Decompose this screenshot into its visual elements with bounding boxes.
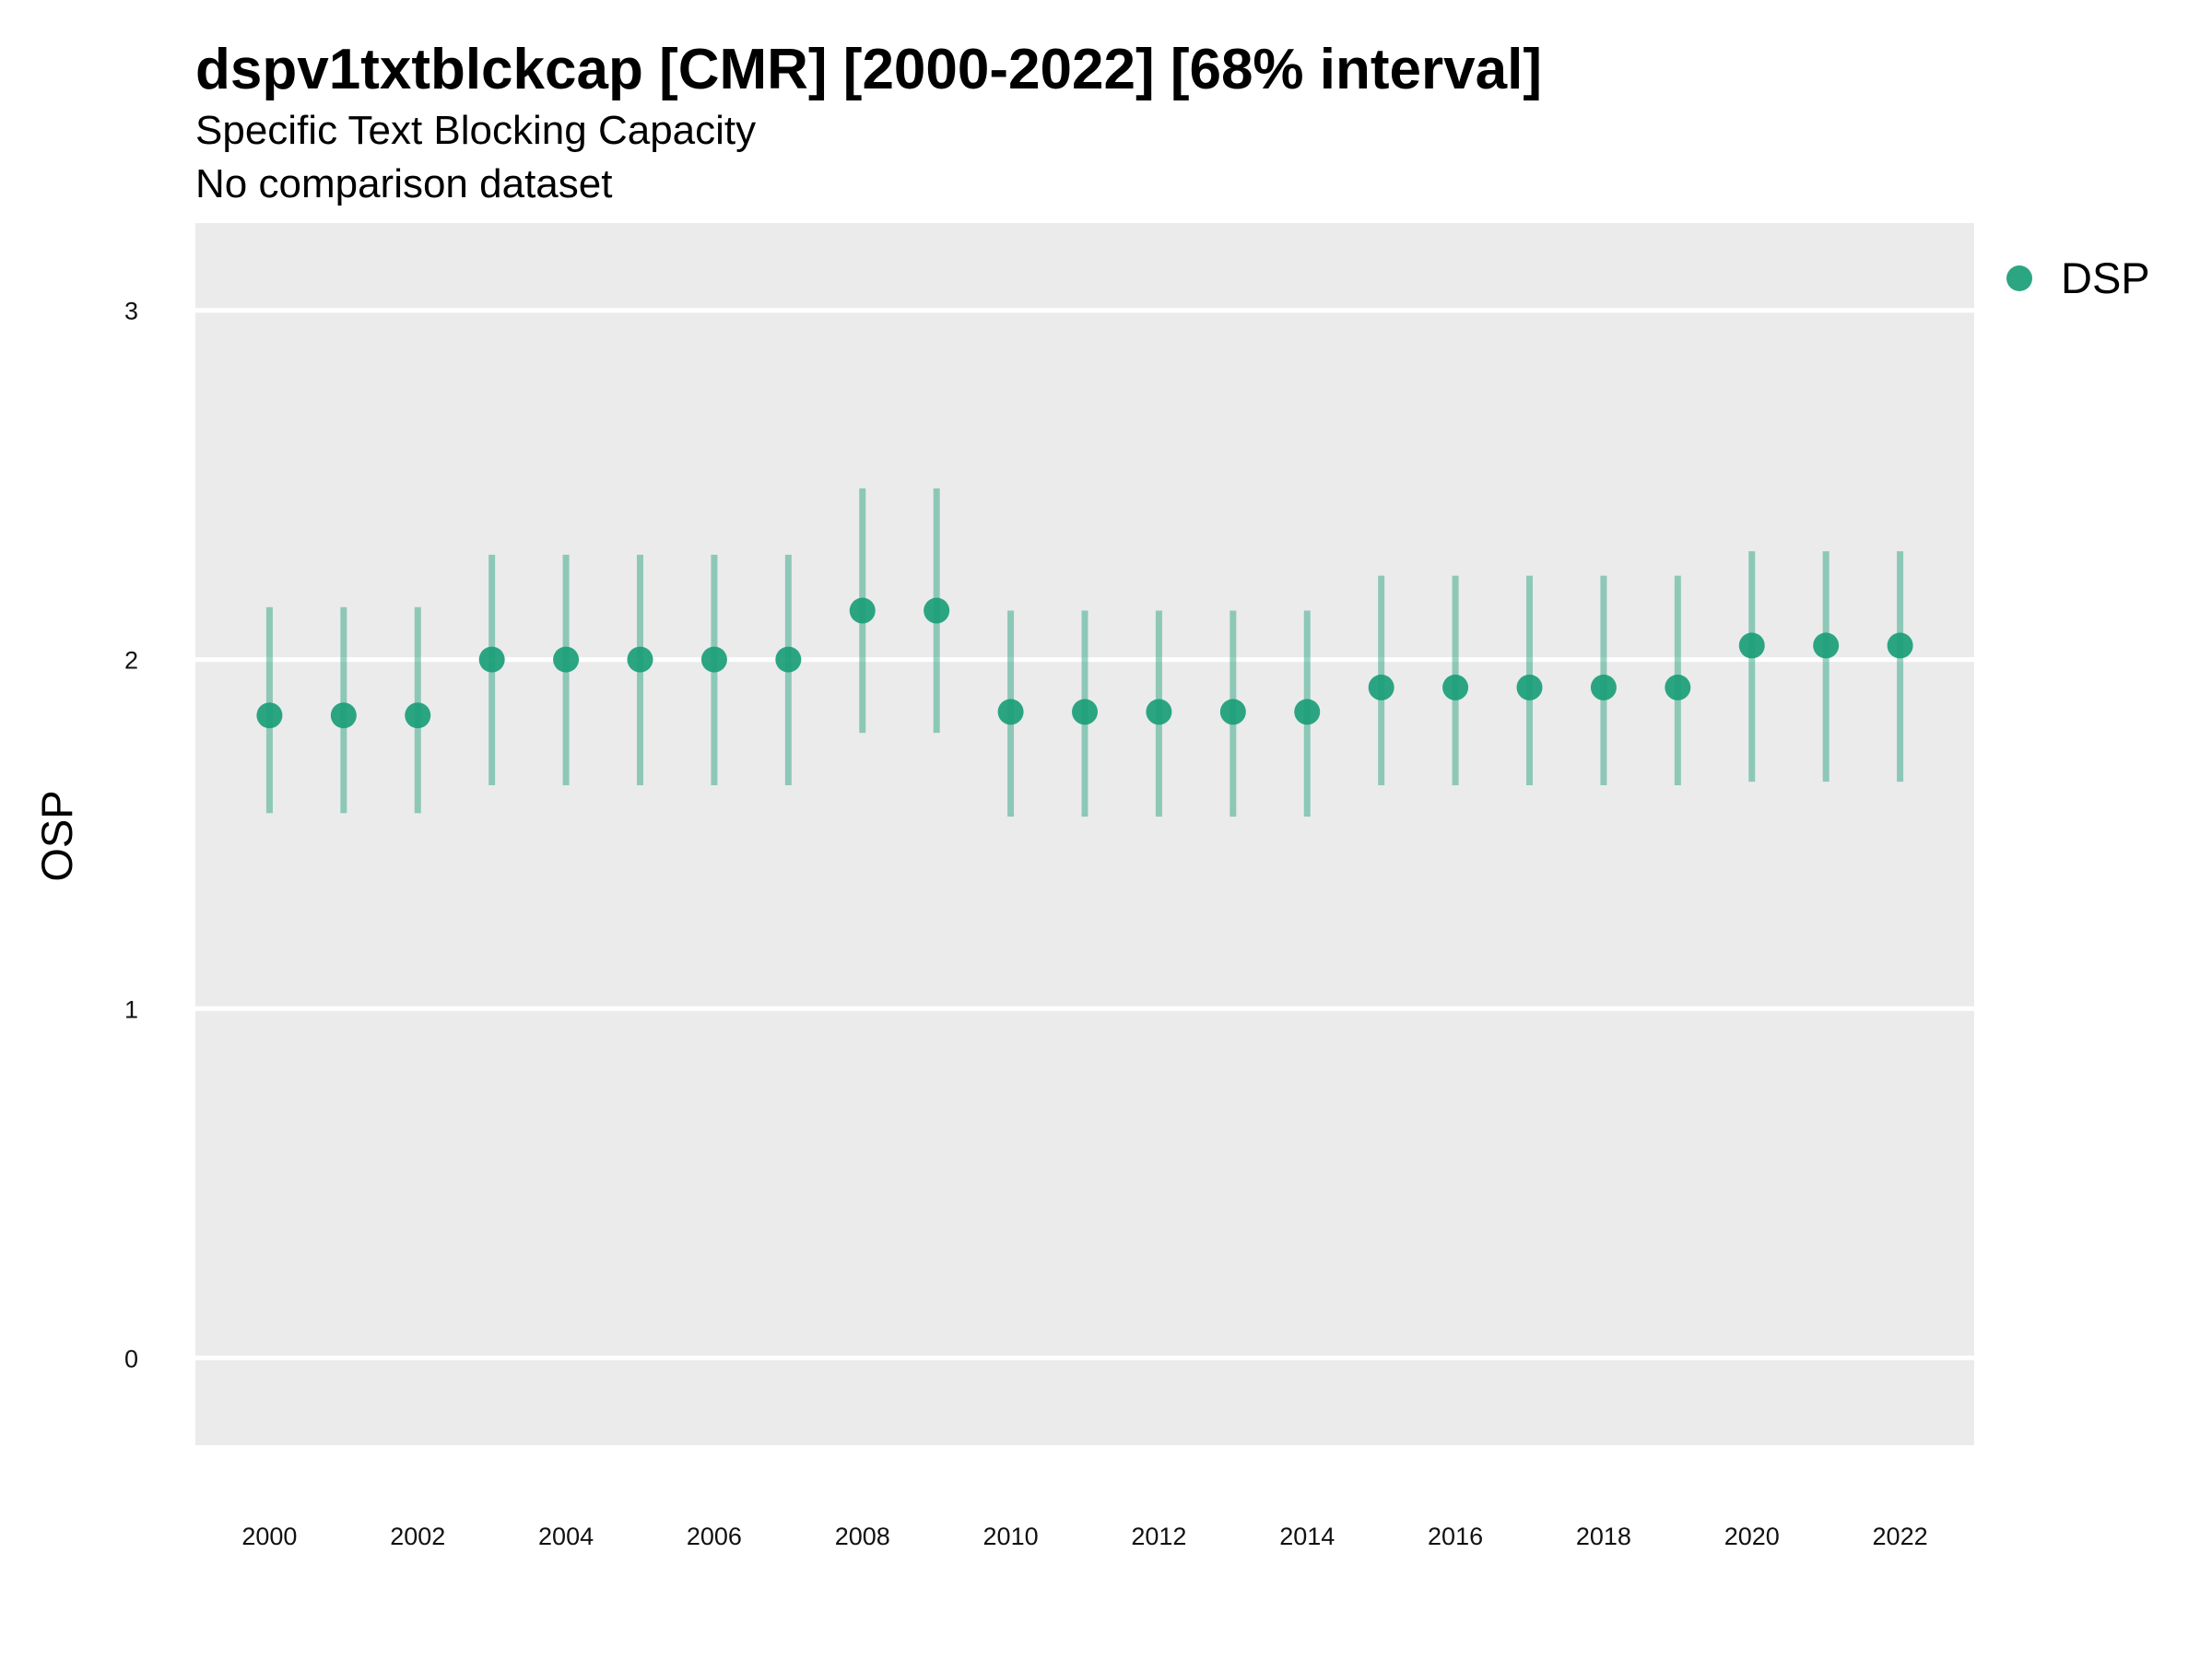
x-tick-label-2018: 2018 xyxy=(1576,1523,1631,1550)
legend-swatch-dsp xyxy=(2006,265,2032,291)
data-point-2012 xyxy=(1146,699,1172,725)
x-tick-label-2012: 2012 xyxy=(1131,1523,1186,1550)
data-point-2009 xyxy=(924,597,950,624)
x-tick-label-2014: 2014 xyxy=(1279,1523,1335,1550)
x-tick-label-2022: 2022 xyxy=(1873,1523,1928,1550)
data-point-2018 xyxy=(1590,674,1617,700)
x-tick-label-2004: 2004 xyxy=(538,1523,594,1550)
x-tick-label-2010: 2010 xyxy=(983,1523,1039,1550)
data-point-2016 xyxy=(1442,674,1469,700)
plot-panel xyxy=(195,223,1974,1445)
data-point-2006 xyxy=(700,646,727,673)
data-point-2007 xyxy=(775,646,802,673)
data-point-2000 xyxy=(256,702,283,729)
x-tick-label-2020: 2020 xyxy=(1724,1523,1780,1550)
x-tick-label-2008: 2008 xyxy=(835,1523,890,1550)
data-point-2017 xyxy=(1516,674,1543,700)
data-point-2005 xyxy=(627,646,653,673)
data-point-2015 xyxy=(1368,674,1394,700)
data-point-2013 xyxy=(1219,699,1246,725)
chart-caption-line: No comparison dataset xyxy=(195,161,612,206)
x-axis-ticks: 2000 2002 2004 2006 2008 2010 2012 2014 2016 2018… xyxy=(241,1523,1927,1550)
data-point-2008 xyxy=(849,597,876,624)
data-point-2019 xyxy=(1665,674,1691,700)
chart-title: dspv1txtblckcap [CMR] [2000-2022] [68% i… xyxy=(195,38,1542,101)
data-point-2010 xyxy=(997,699,1024,725)
data-point-2004 xyxy=(553,646,580,673)
data-point-2001 xyxy=(330,702,357,729)
y-tick-label-3: 3 xyxy=(124,298,138,325)
data-points xyxy=(256,597,1913,729)
chart-subtitle: Specific Text Blocking Capacity xyxy=(195,108,756,153)
y-axis-label: OSP xyxy=(32,790,81,881)
data-point-2014 xyxy=(1294,699,1321,725)
y-tick-label-2: 2 xyxy=(124,647,138,675)
data-point-2021 xyxy=(1813,632,1840,659)
legend: DSP xyxy=(2006,253,2150,302)
data-point-2011 xyxy=(1072,699,1098,725)
x-tick-label-2002: 2002 xyxy=(390,1523,445,1550)
x-tick-label-2006: 2006 xyxy=(687,1523,742,1550)
y-tick-label-1: 1 xyxy=(124,995,138,1023)
legend-label-dsp: DSP xyxy=(2061,253,2150,302)
grid-lines xyxy=(154,308,1974,1360)
y-tick-label-0: 0 xyxy=(124,1345,138,1372)
data-point-2020 xyxy=(1738,632,1765,659)
data-point-2002 xyxy=(405,702,431,729)
data-point-2003 xyxy=(478,646,505,673)
data-point-2022 xyxy=(1887,632,1913,659)
x-tick-label-2016: 2016 xyxy=(1428,1523,1483,1550)
y-axis-ticks: 0 1 2 3 xyxy=(124,298,138,1373)
x-tick-label-2000: 2000 xyxy=(241,1523,297,1550)
